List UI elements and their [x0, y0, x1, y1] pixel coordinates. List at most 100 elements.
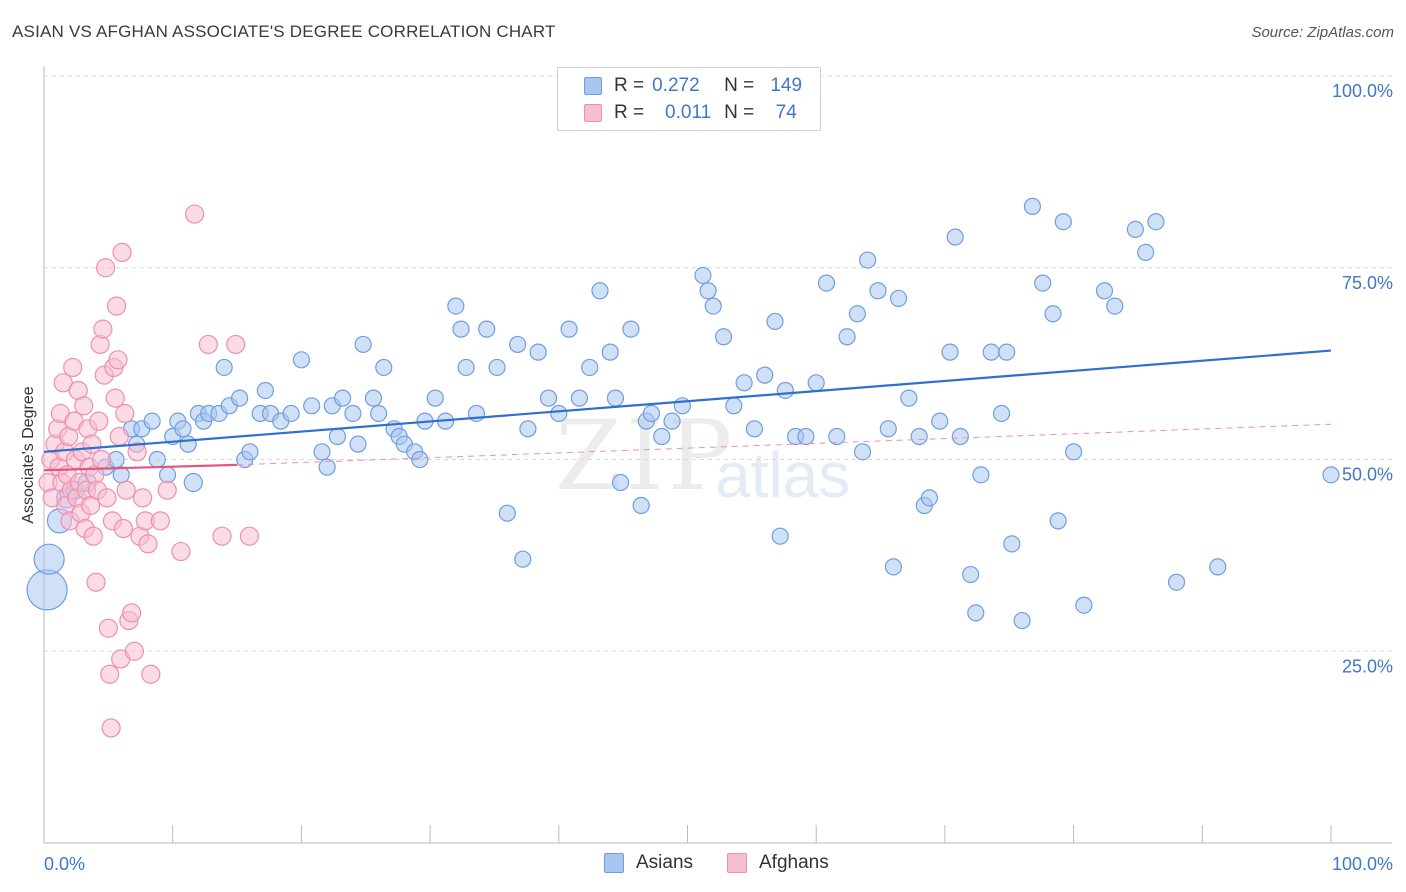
- bottom-legend-label: Afghans: [759, 852, 829, 873]
- afghan-point: [86, 572, 106, 592]
- afghan-point: [127, 442, 147, 462]
- asian-point: [735, 374, 753, 392]
- asian-point: [143, 412, 161, 430]
- afghan-point: [150, 511, 170, 531]
- afghan-point: [82, 434, 102, 454]
- asian-point: [1095, 282, 1114, 300]
- asian-point: [889, 289, 908, 308]
- asian-point: [1322, 466, 1340, 484]
- afghan-point: [171, 541, 191, 562]
- legend-swatch-afghans: [584, 104, 602, 122]
- asian-point: [972, 466, 990, 484]
- afghan-point: [124, 641, 144, 661]
- asian-point: [488, 358, 506, 377]
- afghan-point: [91, 449, 112, 470]
- asian-point: [828, 427, 846, 446]
- legend-n-label: N =: [724, 75, 755, 96]
- afghan-point: [100, 664, 120, 684]
- asian-point: [982, 343, 1000, 361]
- asian-point: [879, 420, 897, 438]
- asian-point: [910, 427, 928, 446]
- asian-point: [807, 374, 825, 392]
- asian-point: [570, 389, 588, 407]
- afghan-point: [141, 664, 161, 684]
- afghan-point: [115, 403, 135, 424]
- asian-point: [992, 404, 1011, 423]
- asian-point: [1054, 213, 1072, 231]
- afghan-point: [122, 603, 142, 623]
- afghan-point: [105, 388, 125, 408]
- asian-point: [714, 328, 733, 346]
- afghan-point: [108, 350, 128, 370]
- asian-point: [1209, 558, 1227, 576]
- asian-point: [1075, 596, 1093, 614]
- asian-point: [1003, 535, 1021, 553]
- asian-point: [241, 443, 259, 461]
- asian-point: [498, 504, 516, 522]
- asian-point: [591, 282, 609, 300]
- asian-point: [622, 320, 640, 338]
- afghan-point: [198, 334, 218, 355]
- asian-point: [231, 389, 249, 407]
- asian-point: [1013, 611, 1031, 630]
- asian-point: [900, 389, 918, 407]
- afghan-point: [96, 258, 116, 278]
- y-tick-label: 50.0%: [1342, 465, 1393, 485]
- asian-point: [601, 343, 619, 361]
- asian-point: [1137, 243, 1155, 262]
- asian-point: [183, 472, 203, 493]
- asian-point: [426, 389, 444, 407]
- stats-legend: R = 0.272 N = 149 R = 0.011 N = 74: [557, 67, 821, 131]
- asian-point: [457, 358, 475, 377]
- legend-r-label: R =: [614, 102, 645, 123]
- asian-point: [756, 366, 774, 384]
- asian-point: [1167, 573, 1186, 591]
- afghan-point: [116, 480, 136, 500]
- afghan-point: [157, 480, 177, 500]
- asian-point: [174, 420, 192, 438]
- asian-point: [653, 427, 671, 446]
- asian-point: [962, 565, 980, 584]
- afghan-point: [212, 526, 232, 546]
- asian-point: [519, 420, 537, 438]
- asian-point: [694, 266, 712, 285]
- asian-point: [282, 404, 300, 423]
- asian-point: [967, 604, 985, 622]
- asian-point: [941, 343, 959, 361]
- asian-point: [364, 389, 383, 407]
- bottom-legend-label: Asians: [636, 852, 694, 873]
- y-axis-label: Associate's Degree: [20, 386, 37, 523]
- asian-point: [1147, 213, 1165, 231]
- asian-point: [354, 335, 372, 354]
- asian-point: [1126, 220, 1144, 238]
- bottom-legend-swatch-asians: [604, 853, 624, 873]
- bottom-legend-asians[interactable]: Asians: [604, 852, 693, 874]
- x-tick-label: 0.0%: [44, 854, 85, 874]
- asian-point: [215, 358, 233, 377]
- asian-point: [333, 389, 352, 407]
- asian-point: [606, 389, 625, 407]
- asian-point: [33, 543, 65, 575]
- asian-point: [478, 320, 496, 338]
- asian-point: [859, 251, 877, 269]
- asian-point: [632, 496, 650, 515]
- asian-point: [313, 443, 331, 461]
- asian-point: [447, 297, 465, 315]
- asian-point: [946, 228, 964, 246]
- afghan-point: [113, 518, 134, 539]
- asian-point: [771, 527, 789, 545]
- bottom-legend-afghans[interactable]: Afghans: [727, 852, 829, 874]
- asian-point: [725, 397, 743, 415]
- afghan-point: [98, 618, 118, 638]
- afghan-point: [93, 319, 113, 339]
- asian-point: [539, 389, 558, 407]
- afghan-point: [239, 526, 260, 546]
- asian-point: [256, 381, 274, 400]
- legend-r-value: 0.011: [665, 102, 712, 123]
- asian-point: [869, 282, 887, 300]
- asian-point: [452, 320, 470, 338]
- asian-point: [375, 358, 393, 377]
- legend-n-label: N =: [724, 102, 755, 123]
- afghan-point: [74, 396, 94, 416]
- asian-point: [344, 404, 362, 423]
